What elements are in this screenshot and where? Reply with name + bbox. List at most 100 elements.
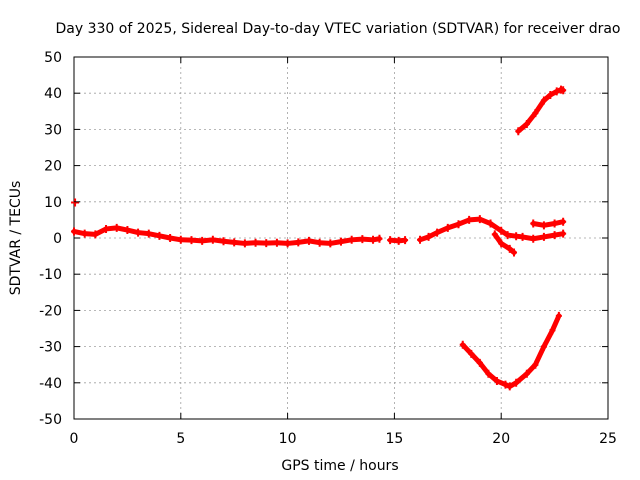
data-point <box>530 219 537 228</box>
data-point <box>515 127 522 136</box>
series-segment-near-15h <box>387 236 409 245</box>
data-point <box>387 236 394 245</box>
data-point <box>425 232 432 241</box>
data-point <box>532 360 539 369</box>
data-point <box>338 237 344 246</box>
data-point <box>103 224 110 233</box>
data-point <box>506 244 513 253</box>
data-point <box>493 376 500 385</box>
data-point <box>263 239 270 248</box>
data-point <box>511 248 518 257</box>
y-tick-label: -20 <box>39 303 62 319</box>
data-point <box>485 369 492 378</box>
ticks: 0 5 10 15 20 25 50 40 30 20 10 0 -10 -20 -30 -40 -50 <box>39 50 617 447</box>
data-point <box>530 234 537 243</box>
data-point <box>124 226 131 235</box>
y-tick-label: 50 <box>44 50 62 66</box>
data-point <box>523 369 530 378</box>
data-segment <box>532 344 547 368</box>
data-point <box>252 238 259 247</box>
data-point <box>540 221 547 230</box>
data-point <box>487 219 494 228</box>
data-point <box>555 311 562 320</box>
y-tick-label: -10 <box>39 267 62 283</box>
data-point <box>498 239 505 248</box>
x-tick-label: 20 <box>492 431 510 447</box>
data-point <box>540 232 547 241</box>
data-segment <box>541 327 555 350</box>
series-lower-v-curve <box>459 311 562 391</box>
data-point <box>71 227 77 236</box>
data-point <box>513 232 520 241</box>
data-point <box>209 235 216 244</box>
data-point <box>468 349 475 358</box>
data-point <box>327 239 334 248</box>
data-point <box>145 229 152 238</box>
y-tick-label: 0 <box>53 231 62 247</box>
data-point <box>466 215 473 224</box>
x-axis-label: GPS time / hours <box>281 458 398 474</box>
y-tick-label: 40 <box>44 86 62 102</box>
data-point <box>476 215 483 224</box>
data-point <box>560 217 567 226</box>
data-segment <box>532 97 547 116</box>
data-point <box>305 236 312 245</box>
y-tick-label: 10 <box>44 195 62 211</box>
x-tick-label: 15 <box>385 431 403 447</box>
data-point <box>188 236 195 245</box>
series-upper-right-rise <box>515 85 567 136</box>
data-point <box>231 238 238 247</box>
chart-title: Day 330 of 2025, Sidereal Day-to-day VTE… <box>55 21 620 37</box>
data-point <box>284 239 291 248</box>
series-main-band <box>71 223 383 248</box>
series-dip-branch <box>491 230 518 257</box>
data-point <box>241 239 248 248</box>
data-point <box>502 380 509 389</box>
data-point <box>81 229 88 238</box>
y-axis-label: SDTVAR / TECUs <box>8 181 24 296</box>
x-tick-label: 25 <box>599 431 617 447</box>
data-point <box>113 223 120 232</box>
data-point <box>348 235 355 244</box>
data-point <box>402 236 409 245</box>
data-point <box>417 235 424 244</box>
data-point <box>434 228 441 237</box>
x-tick-label: 5 <box>176 431 185 447</box>
data-point <box>295 238 302 247</box>
data-point <box>549 326 556 335</box>
x-tick-label: 10 <box>279 431 297 447</box>
data-point <box>504 231 511 240</box>
series-isolated-point <box>71 198 80 207</box>
data-point <box>551 219 558 228</box>
data-point <box>560 86 567 95</box>
data-point <box>476 358 483 367</box>
series-small-upper-segment <box>530 217 567 230</box>
data-point <box>498 226 505 235</box>
data-point <box>553 87 560 96</box>
data-point <box>455 220 462 229</box>
y-tick-label: 30 <box>44 122 62 138</box>
data-point <box>273 238 280 247</box>
y-tick-label: -50 <box>39 412 62 428</box>
data-point <box>156 231 163 240</box>
data-point <box>513 378 520 387</box>
data-point <box>491 230 498 239</box>
data-point <box>167 234 174 242</box>
data-point <box>459 340 466 349</box>
data-layer <box>71 85 567 391</box>
data-point <box>370 235 377 244</box>
data-point <box>359 235 366 244</box>
data-point <box>199 236 206 245</box>
data-point <box>92 230 99 239</box>
y-tick-label: -30 <box>39 340 62 356</box>
data-point <box>547 91 554 100</box>
x-tick-label: 0 <box>70 431 79 447</box>
data-point <box>532 109 539 118</box>
data-point <box>316 238 323 247</box>
data-point <box>519 232 526 241</box>
data-point <box>523 119 530 128</box>
data-point <box>177 235 184 244</box>
data-point <box>376 234 383 243</box>
series-evening-band <box>417 215 567 244</box>
